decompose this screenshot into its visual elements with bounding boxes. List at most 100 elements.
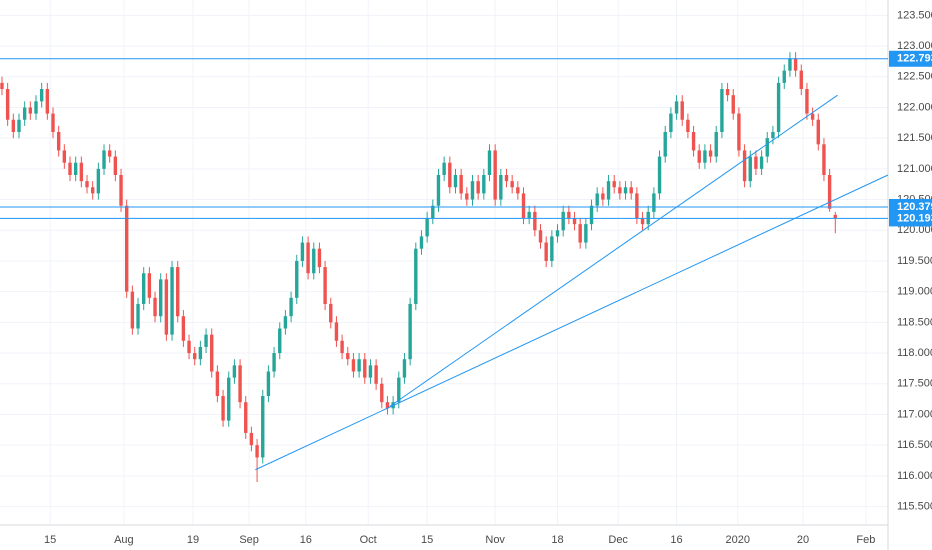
candle-body (306, 242, 310, 274)
candle-body (96, 168, 101, 194)
candle-body (708, 150, 713, 157)
candle-body (198, 346, 203, 360)
candle-body (470, 181, 475, 200)
y-tick-label: 123.500 (897, 9, 932, 21)
candle-body (521, 193, 526, 218)
y-tick-label: 117.500 (897, 378, 932, 390)
candle-body (323, 267, 327, 304)
y-tick-label: 122.500 (897, 71, 932, 83)
candle-body (714, 132, 718, 157)
x-tick-label: 18 (551, 534, 563, 546)
candle-body (822, 144, 826, 175)
candle-body (776, 82, 781, 133)
candle-body (538, 230, 543, 243)
candle-body (130, 291, 135, 329)
x-tick-label: 2020 (726, 534, 750, 546)
candle-body (244, 402, 248, 433)
candle-body (210, 334, 214, 372)
candle-body (232, 365, 237, 378)
candle-body (79, 162, 84, 182)
candle-body (17, 119, 21, 133)
candle-body (448, 162, 452, 188)
candle-body (680, 101, 684, 120)
candle-body (771, 132, 775, 139)
candle-body (493, 150, 497, 200)
candle-body (68, 162, 72, 175)
candle-body (51, 113, 55, 133)
candle-body (606, 181, 611, 200)
candle-body (720, 89, 724, 133)
candle-body (28, 107, 33, 114)
candle-body (385, 402, 390, 409)
candle-body (589, 205, 594, 225)
candle-body (56, 132, 61, 151)
candle-body (504, 175, 509, 182)
x-tick-label: 16 (300, 534, 312, 546)
candle-body (34, 101, 38, 114)
candle-body (397, 377, 401, 403)
candle-body (657, 156, 662, 194)
price-label-box (889, 50, 932, 67)
candle-body (147, 273, 152, 298)
candle-body (618, 187, 622, 194)
candle-body (312, 248, 316, 274)
plot-background (0, 0, 888, 525)
candle-body (527, 211, 531, 218)
candle-body (39, 89, 44, 102)
candle-body (663, 132, 667, 157)
candle-body (90, 187, 95, 194)
candle-body (170, 267, 174, 335)
candle-body (544, 242, 548, 261)
candle-body (187, 340, 191, 354)
candle-body (476, 181, 480, 194)
candle-body (329, 303, 333, 323)
candle-body (754, 156, 758, 169)
y-tick-label: 116.500 (897, 439, 932, 451)
candle-body (703, 150, 707, 163)
x-tick-label: Feb (856, 534, 875, 546)
candle-body (442, 162, 446, 175)
y-tick-label: 120.000 (897, 224, 932, 236)
price-label: 122.793 (897, 53, 932, 65)
trend-line (389, 94, 838, 407)
candle-body (142, 273, 146, 304)
candle-body (578, 224, 582, 243)
y-tick-label: 118.500 (897, 316, 932, 328)
candle-body (11, 119, 16, 133)
candle-body (487, 150, 492, 175)
candle-body (595, 193, 599, 206)
candle-body (22, 107, 27, 120)
x-tick-label: 16 (670, 534, 682, 546)
candle-body (221, 396, 225, 421)
candle-body (380, 383, 384, 403)
candle-body (725, 89, 730, 96)
candle-body (295, 260, 299, 298)
candle-body (572, 217, 577, 225)
x-tick-label: Sep (239, 534, 259, 546)
candle-body (107, 150, 112, 157)
candle-body (5, 89, 10, 120)
candle-body (266, 371, 271, 397)
price-label: 120.193 (897, 212, 932, 224)
y-tick-label: 119.000 (897, 286, 932, 298)
y-tick-label: 119.500 (897, 255, 932, 267)
candle-body (215, 371, 220, 397)
candle-body (697, 150, 701, 163)
candle-body (805, 89, 809, 114)
y-tick-label: 121.500 (897, 132, 932, 144)
candle-body (119, 175, 123, 206)
candle-body (691, 132, 696, 151)
candle-body (300, 242, 305, 261)
candle-body (85, 181, 89, 188)
candle-body (351, 359, 356, 372)
x-tick-label: 19 (187, 534, 199, 546)
candle-body (550, 236, 554, 261)
candle-body (816, 119, 820, 145)
candle-body (289, 297, 293, 317)
candle-body (425, 217, 429, 237)
candle-body (261, 396, 265, 458)
candle-body (827, 175, 832, 209)
y-tick-label: 116.000 (897, 470, 932, 482)
x-tick-label: 15 (421, 534, 433, 546)
